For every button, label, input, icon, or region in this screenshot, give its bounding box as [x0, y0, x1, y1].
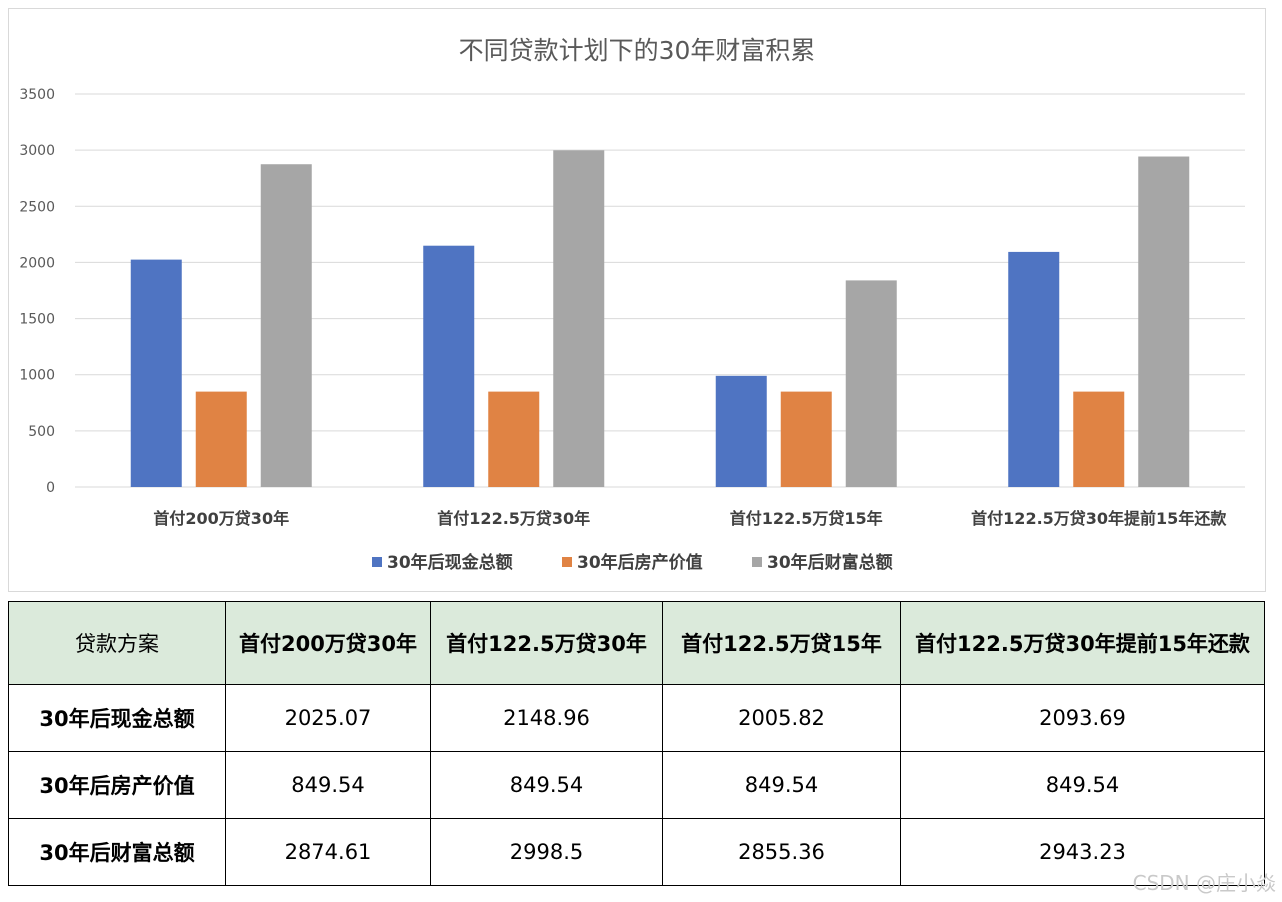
- bar: [780, 391, 832, 487]
- y-tick-label: 3500: [19, 87, 55, 103]
- table-header-cell: 首付122.5万贷30年提前15年还款: [900, 601, 1265, 685]
- y-tick-label: 2000: [19, 255, 55, 271]
- bar: [423, 245, 475, 487]
- legend: 30年后现金总额 30年后房产价值 30年后财富总额: [372, 552, 893, 573]
- y-tick-label: 2500: [19, 199, 55, 215]
- y-tick-label: 0: [46, 480, 55, 496]
- y-tick-label: 3000: [19, 143, 55, 159]
- table-header-cell: 首付122.5万贷30年: [430, 601, 663, 685]
- bar: [845, 280, 897, 487]
- bar: [715, 375, 767, 487]
- x-tick-label: 首付122.5万贷30年: [437, 509, 590, 528]
- legend-label: 30年后现金总额: [387, 552, 513, 573]
- legend-label: 30年后房产价值: [577, 552, 703, 573]
- table-cell: 849.54: [662, 751, 901, 819]
- table-cell: 849.54: [225, 751, 431, 819]
- table-cell: 2025.07: [225, 684, 431, 752]
- table-cell: 2093.69: [900, 684, 1265, 752]
- y-tick-label: 1500: [19, 312, 55, 328]
- table-cell: 2998.5: [430, 818, 663, 886]
- table-cell: 849.54: [900, 751, 1265, 819]
- bar: [130, 259, 182, 487]
- row-label: 30年后现金总额: [8, 684, 226, 752]
- bar: [1073, 391, 1125, 487]
- chart-title: 不同贷款计划下的30年财富积累: [459, 36, 816, 65]
- bar-chart: 不同贷款计划下的30年财富积累 0 500 1000 1500 2000 2500 3000…: [19, 36, 1245, 573]
- table-header-cell: 贷款方案: [8, 601, 226, 685]
- table-row: 30年后现金总额 2025.07 2148.96 2005.82 2093.69: [8, 684, 1265, 752]
- bar: [1138, 156, 1190, 487]
- y-axis-ticks: 0 500 1000 1500 2000 2500 3000 3500: [19, 87, 55, 496]
- x-tick-label: 首付122.5万贷15年: [730, 509, 883, 528]
- table-cell: 2943.23: [900, 818, 1265, 886]
- table-header-cell: 首付200万贷30年: [225, 601, 431, 685]
- data-table: 贷款方案 首付200万贷30年 首付122.5万贷30年 首付122.5万贷15…: [8, 601, 1265, 886]
- watermark: CSDN @庄小焱: [1132, 871, 1276, 895]
- y-tick-label: 500: [28, 424, 55, 440]
- y-tick-label: 1000: [19, 368, 55, 384]
- bar: [260, 164, 312, 488]
- table-header-row: 贷款方案 首付200万贷30年 首付122.5万贷30年 首付122.5万贷15…: [8, 601, 1265, 685]
- legend-swatch: [372, 557, 382, 567]
- table-cell: 2148.96: [430, 684, 663, 752]
- chart-container: 不同贷款计划下的30年财富积累 0 500 1000 1500 2000 2500 3000…: [8, 8, 1266, 592]
- table-cell: 2874.61: [225, 818, 431, 886]
- legend-label: 30年后财富总额: [767, 552, 893, 573]
- bar: [1008, 251, 1060, 487]
- legend-swatch: [562, 557, 572, 567]
- row-label: 30年后财富总额: [8, 818, 226, 886]
- table-row: 30年后财富总额 2874.61 2998.5 2855.36 2943.23: [8, 818, 1265, 886]
- table-header-cell: 首付122.5万贷15年: [662, 601, 901, 685]
- x-tick-label: 首付122.5万贷30年提前15年还款: [971, 509, 1227, 528]
- bar: [195, 391, 247, 487]
- table-cell: 2855.36: [662, 818, 901, 886]
- gridlines: [75, 93, 1245, 488]
- bars: [130, 150, 1190, 488]
- x-tick-label: 首付200万贷30年: [153, 509, 289, 528]
- table-row: 30年后房产价值 849.54 849.54 849.54 849.54: [8, 751, 1265, 819]
- table-cell: 849.54: [430, 751, 663, 819]
- bar: [488, 391, 540, 487]
- legend-swatch: [752, 557, 762, 567]
- x-axis-ticks: 首付200万贷30年 首付122.5万贷30年 首付122.5万贷15年 首付122.…: [153, 509, 1227, 528]
- bar: [553, 150, 605, 487]
- row-label: 30年后房产价值: [8, 751, 226, 819]
- table-cell: 2005.82: [662, 684, 901, 752]
